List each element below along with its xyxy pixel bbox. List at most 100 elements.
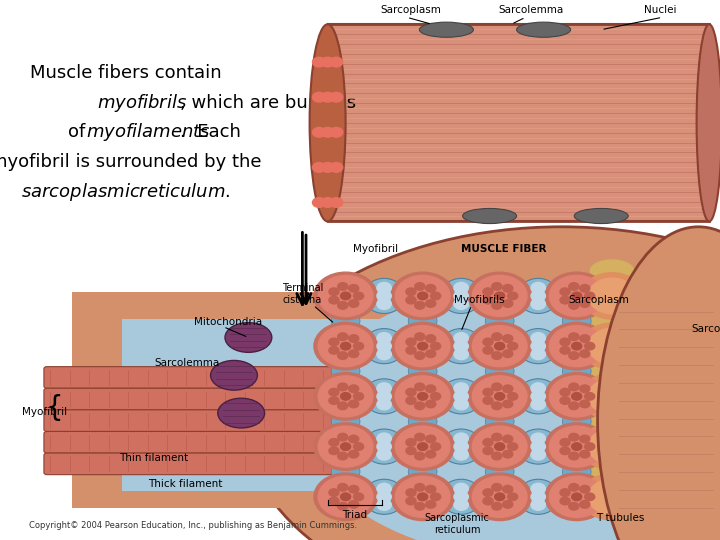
- Circle shape: [395, 426, 450, 467]
- Ellipse shape: [419, 22, 474, 37]
- Circle shape: [338, 453, 348, 460]
- Circle shape: [588, 429, 636, 464]
- Circle shape: [495, 342, 505, 350]
- Circle shape: [415, 402, 425, 410]
- Ellipse shape: [517, 328, 559, 364]
- Circle shape: [338, 333, 348, 340]
- Circle shape: [377, 483, 392, 494]
- Circle shape: [354, 443, 364, 450]
- Circle shape: [483, 347, 493, 354]
- Circle shape: [454, 399, 468, 410]
- Circle shape: [483, 288, 493, 295]
- Circle shape: [531, 349, 546, 360]
- Circle shape: [588, 479, 636, 515]
- Circle shape: [329, 347, 339, 354]
- Ellipse shape: [331, 310, 360, 331]
- Circle shape: [580, 385, 590, 393]
- Ellipse shape: [364, 279, 405, 313]
- Circle shape: [377, 291, 392, 301]
- Circle shape: [338, 302, 348, 309]
- Circle shape: [572, 493, 582, 501]
- Circle shape: [377, 399, 392, 410]
- Circle shape: [330, 92, 343, 102]
- Circle shape: [549, 275, 604, 316]
- Ellipse shape: [331, 411, 360, 432]
- Circle shape: [348, 435, 359, 443]
- Text: Sarcolemma: Sarcolemma: [498, 5, 564, 15]
- Circle shape: [472, 426, 527, 467]
- Circle shape: [572, 443, 582, 450]
- FancyBboxPatch shape: [44, 453, 345, 475]
- Circle shape: [454, 433, 468, 444]
- Text: Myofibril: Myofibril: [353, 244, 398, 254]
- Text: .  Each: . Each: [180, 123, 241, 141]
- Ellipse shape: [440, 429, 482, 464]
- Text: Thin filament: Thin filament: [119, 453, 188, 463]
- Circle shape: [531, 282, 546, 293]
- Ellipse shape: [364, 379, 405, 414]
- Circle shape: [415, 383, 425, 390]
- Text: Sarcoplasmic
reticulum: Sarcoplasmic reticulum: [425, 513, 490, 535]
- Circle shape: [572, 393, 582, 400]
- Circle shape: [560, 497, 570, 505]
- Circle shape: [545, 272, 608, 320]
- Circle shape: [321, 163, 334, 172]
- Circle shape: [391, 322, 454, 370]
- Circle shape: [454, 341, 468, 352]
- Circle shape: [492, 282, 502, 290]
- Circle shape: [314, 423, 377, 470]
- Text: Thick filament: Thick filament: [148, 478, 222, 489]
- FancyBboxPatch shape: [122, 319, 511, 491]
- Circle shape: [531, 449, 546, 460]
- Circle shape: [545, 373, 608, 420]
- Circle shape: [560, 347, 570, 354]
- Circle shape: [483, 438, 493, 446]
- Circle shape: [468, 272, 531, 320]
- Circle shape: [348, 300, 359, 307]
- Circle shape: [503, 435, 513, 443]
- Text: Triad: Triad: [343, 510, 367, 521]
- Circle shape: [492, 402, 502, 410]
- Circle shape: [406, 489, 416, 496]
- Circle shape: [312, 57, 325, 67]
- Circle shape: [377, 383, 392, 394]
- Circle shape: [415, 302, 425, 309]
- Circle shape: [329, 397, 339, 404]
- Circle shape: [338, 433, 348, 441]
- Circle shape: [508, 443, 518, 450]
- Circle shape: [354, 393, 364, 400]
- Circle shape: [329, 438, 339, 446]
- Circle shape: [580, 400, 590, 408]
- Circle shape: [330, 127, 343, 137]
- Circle shape: [580, 335, 590, 342]
- Circle shape: [531, 433, 546, 444]
- Circle shape: [391, 373, 454, 420]
- Circle shape: [572, 342, 582, 350]
- FancyBboxPatch shape: [44, 431, 345, 453]
- Ellipse shape: [302, 281, 720, 540]
- Ellipse shape: [331, 461, 360, 482]
- Circle shape: [503, 335, 513, 342]
- Circle shape: [415, 352, 425, 360]
- Circle shape: [560, 438, 570, 446]
- Ellipse shape: [485, 361, 514, 381]
- Text: $\mathbf{\mathit{myofilaments}}$: $\mathbf{\mathit{myofilaments}}$: [86, 122, 211, 143]
- Ellipse shape: [517, 429, 559, 464]
- Circle shape: [377, 282, 392, 293]
- Ellipse shape: [463, 208, 517, 224]
- Circle shape: [341, 393, 351, 400]
- Text: Sarcoplasm: Sarcoplasm: [380, 5, 441, 15]
- Ellipse shape: [696, 24, 720, 221]
- Circle shape: [377, 441, 392, 452]
- Circle shape: [454, 391, 468, 402]
- Circle shape: [330, 198, 343, 207]
- Ellipse shape: [590, 461, 634, 483]
- Circle shape: [377, 491, 392, 502]
- Circle shape: [426, 450, 436, 458]
- Circle shape: [321, 92, 334, 102]
- Text: Copyright© 2004 Pearson Education, Inc., publishing as Benjamin Cummings.: Copyright© 2004 Pearson Education, Inc.,…: [29, 521, 357, 530]
- Ellipse shape: [440, 480, 482, 514]
- Ellipse shape: [408, 461, 437, 482]
- Circle shape: [531, 491, 546, 502]
- Circle shape: [348, 501, 359, 508]
